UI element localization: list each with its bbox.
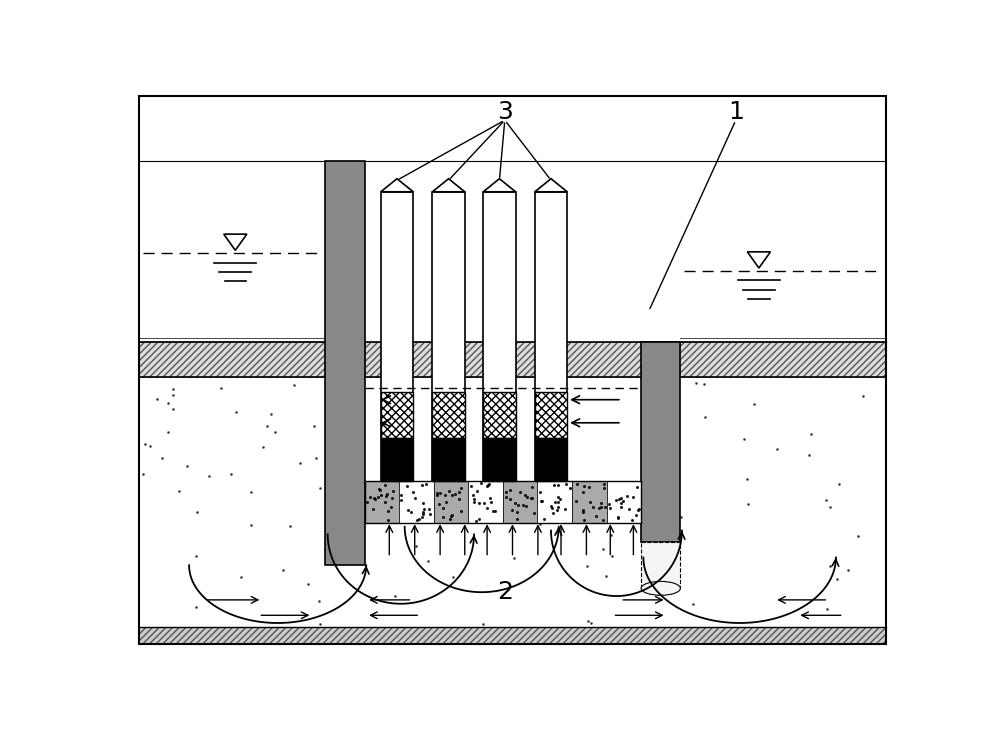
Polygon shape <box>483 179 516 192</box>
Bar <box>535 392 567 438</box>
Polygon shape <box>381 179 413 192</box>
Bar <box>139 627 886 643</box>
Bar <box>365 342 641 376</box>
Bar <box>535 192 567 480</box>
Bar <box>432 392 465 438</box>
Bar <box>432 438 465 480</box>
Bar <box>572 480 607 523</box>
Bar <box>468 480 503 523</box>
Bar <box>434 480 468 523</box>
Bar <box>325 161 365 565</box>
Bar <box>381 438 413 480</box>
Bar <box>680 342 886 376</box>
Bar <box>483 438 516 480</box>
Bar <box>537 480 572 523</box>
Bar <box>641 342 680 542</box>
Bar <box>607 480 641 523</box>
Text: 3: 3 <box>497 100 513 124</box>
Bar <box>483 392 516 438</box>
Bar <box>365 480 399 523</box>
Polygon shape <box>432 179 465 192</box>
Bar <box>432 192 465 480</box>
Bar <box>381 192 413 480</box>
Bar <box>483 192 516 480</box>
Bar <box>641 542 680 589</box>
Bar <box>381 392 413 438</box>
Bar <box>139 342 325 376</box>
Text: 2: 2 <box>497 580 513 604</box>
Polygon shape <box>535 179 567 192</box>
Text: 1: 1 <box>728 100 744 124</box>
Bar <box>535 438 567 480</box>
Bar <box>399 480 434 523</box>
Bar <box>503 480 537 523</box>
Ellipse shape <box>641 581 680 595</box>
